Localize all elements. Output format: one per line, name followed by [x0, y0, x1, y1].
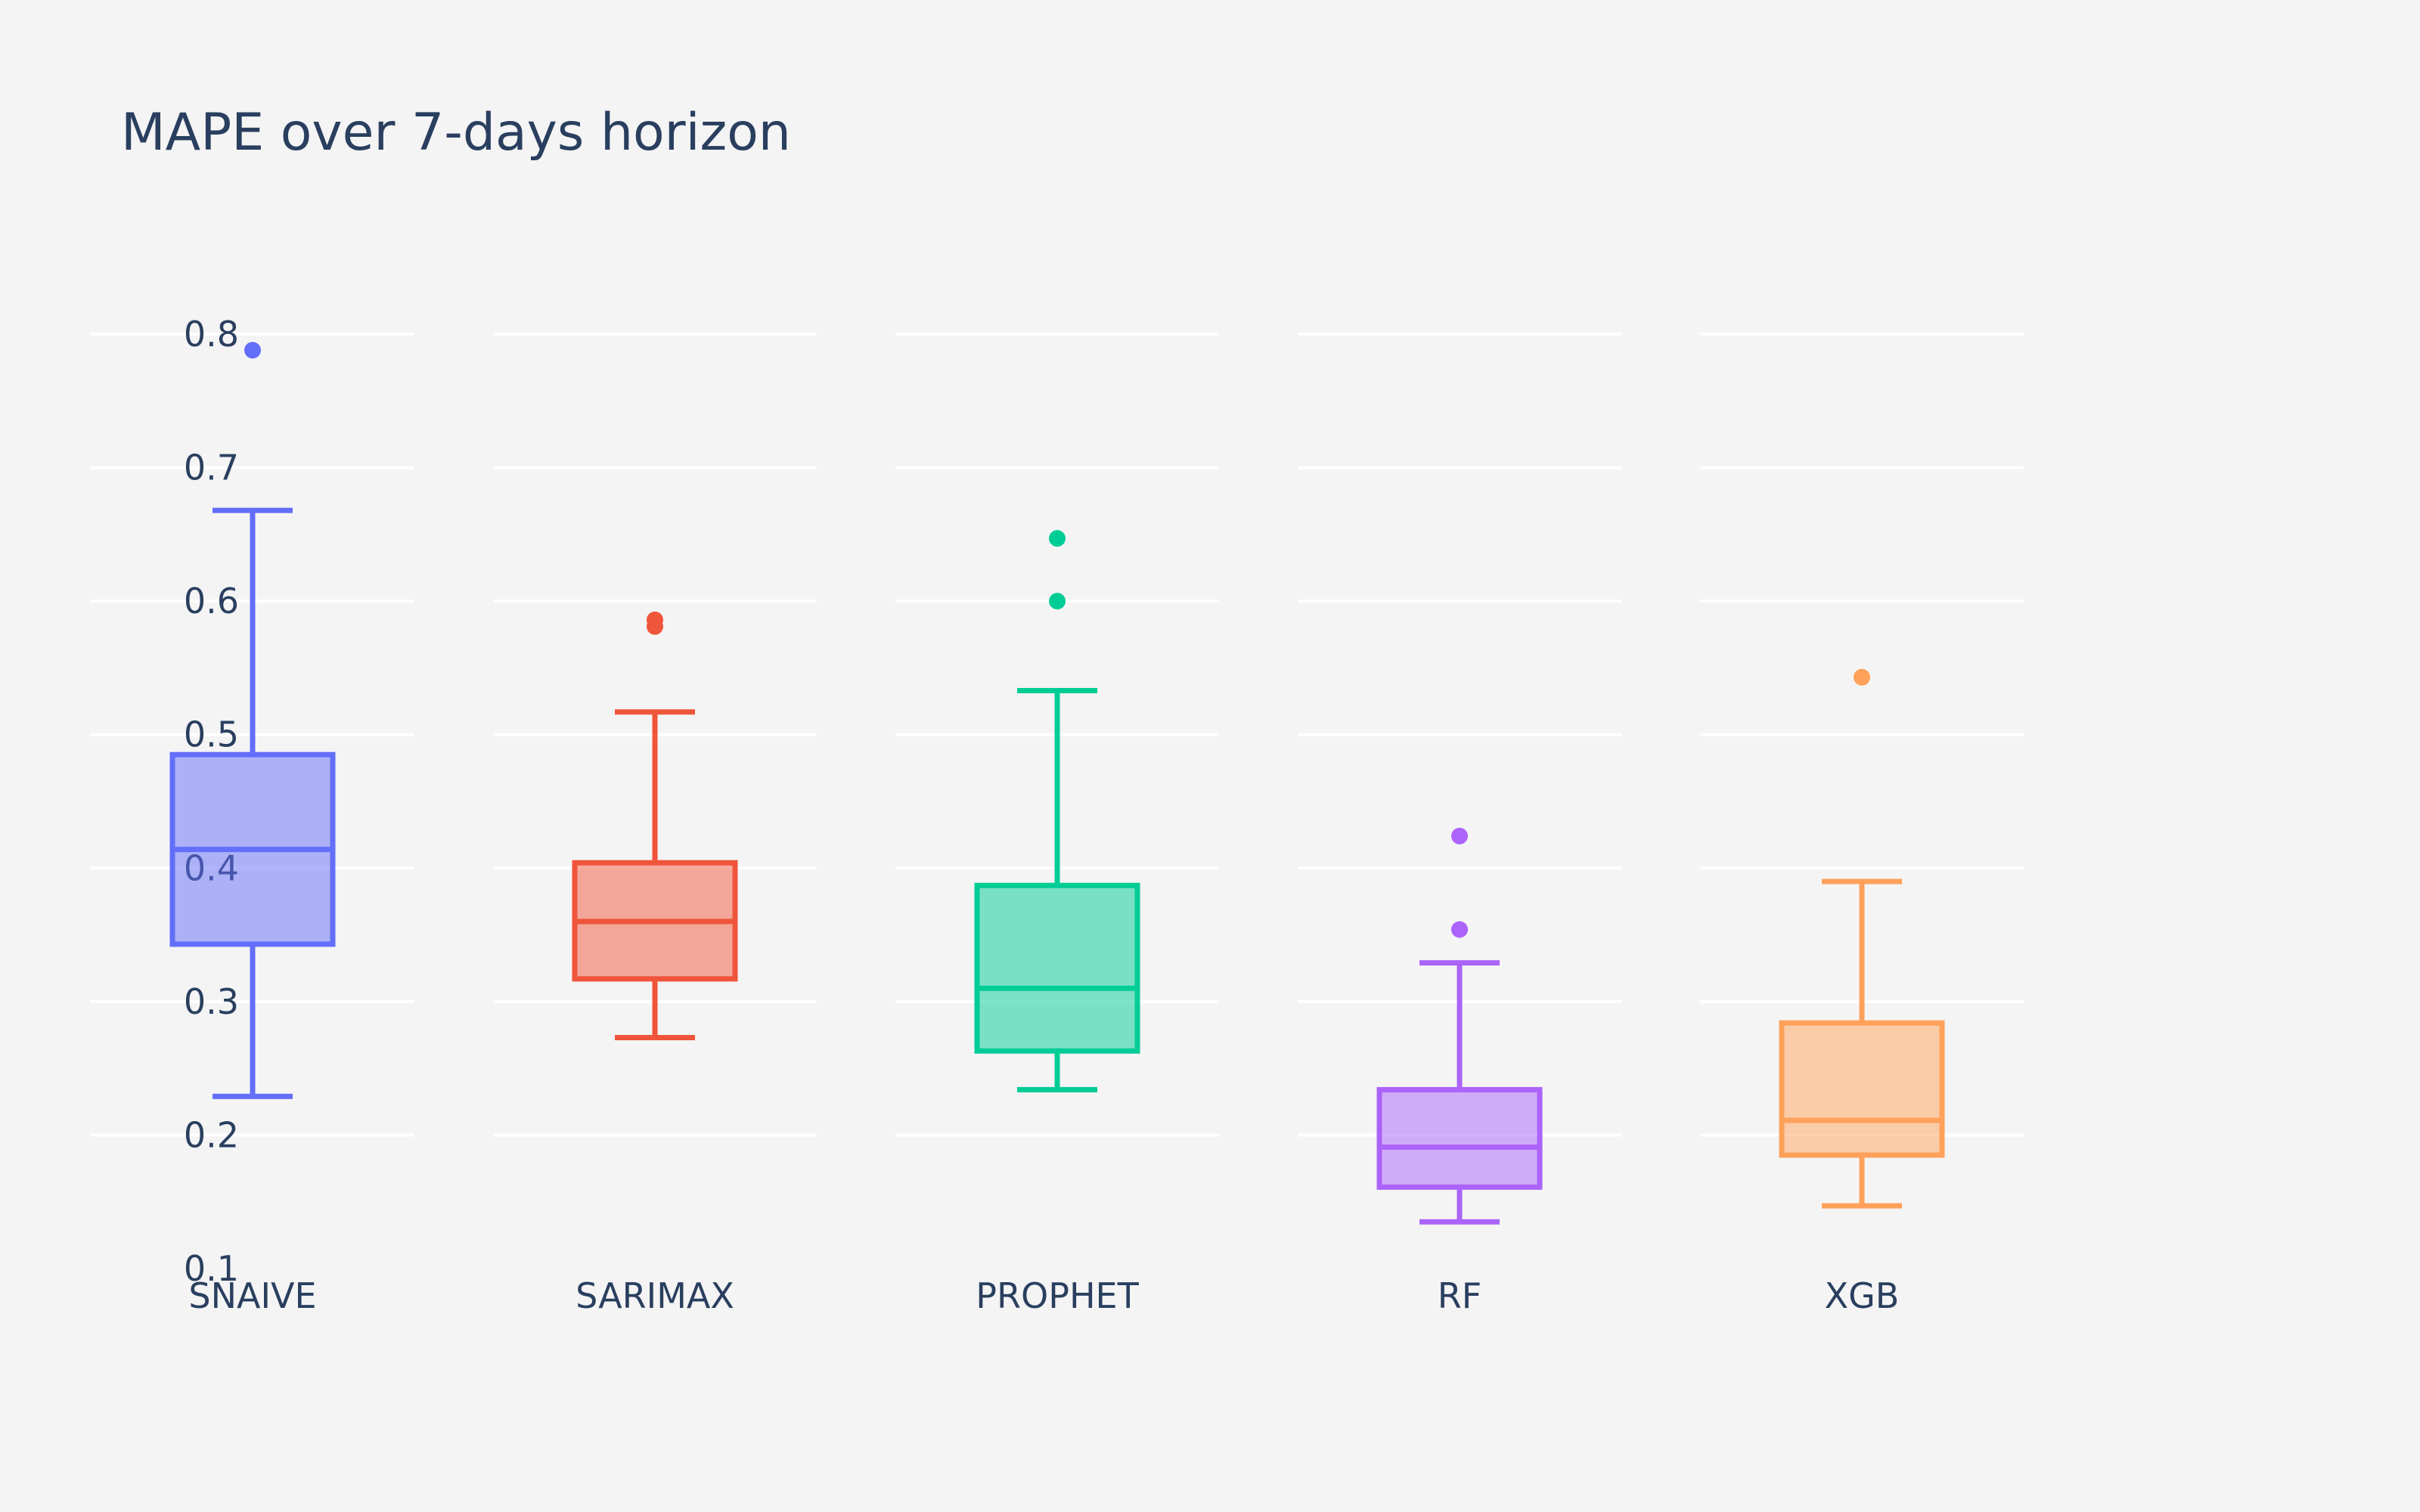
x-category-label: RF — [1438, 1275, 1481, 1316]
y-tick-label: 0.6 — [184, 581, 239, 621]
x-category-label: PROPHET — [976, 1275, 1139, 1316]
box-xgb — [1779, 668, 1945, 1209]
box-snaive — [169, 342, 336, 1099]
box-iqr — [1779, 1020, 1945, 1158]
box-iqr — [974, 882, 1140, 1054]
outlier-point — [647, 618, 663, 635]
y-tick-label: 0.1 — [184, 1248, 239, 1289]
box-sarimax — [572, 611, 738, 1041]
x-category-label: XGB — [1825, 1275, 1900, 1316]
y-tick-label: 0.5 — [184, 714, 239, 755]
box-prophet — [974, 530, 1140, 1092]
box-rf — [1376, 827, 1543, 1225]
y-tick-label: 0.2 — [184, 1114, 239, 1155]
outlier-point — [244, 342, 261, 359]
outlier-point — [1451, 921, 1468, 938]
x-category-label: SNAIVE — [188, 1275, 316, 1316]
outlier-point — [1049, 593, 1066, 610]
box-iqr — [1376, 1086, 1543, 1190]
y-tick-label: 0.3 — [184, 981, 239, 1022]
y-tick-label: 0.7 — [184, 448, 239, 488]
y-tick-label: 0.8 — [184, 314, 239, 355]
outlier-point — [1451, 827, 1468, 844]
boxes — [169, 342, 1945, 1225]
outlier-point — [1854, 668, 1870, 686]
x-category-label: SARIMAX — [576, 1275, 734, 1316]
chart-title: MAPE over 7-days horizon — [121, 103, 791, 163]
x-axis-labels: SNAIVE SARIMAX PROPHET RF XGB — [188, 1275, 1899, 1316]
outlier-point — [1049, 530, 1066, 547]
